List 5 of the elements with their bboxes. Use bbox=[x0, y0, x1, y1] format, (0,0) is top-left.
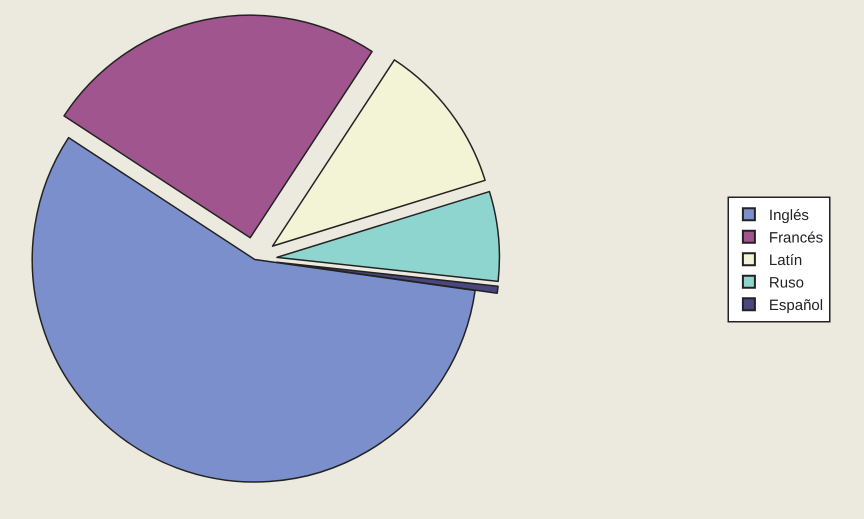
legend-label: Francés bbox=[768, 230, 824, 247]
legend-label: Español bbox=[768, 297, 824, 314]
legend-label: Latín bbox=[768, 252, 802, 270]
legend-label: Inglés bbox=[768, 207, 809, 224]
legend-label: Ruso bbox=[768, 274, 804, 292]
